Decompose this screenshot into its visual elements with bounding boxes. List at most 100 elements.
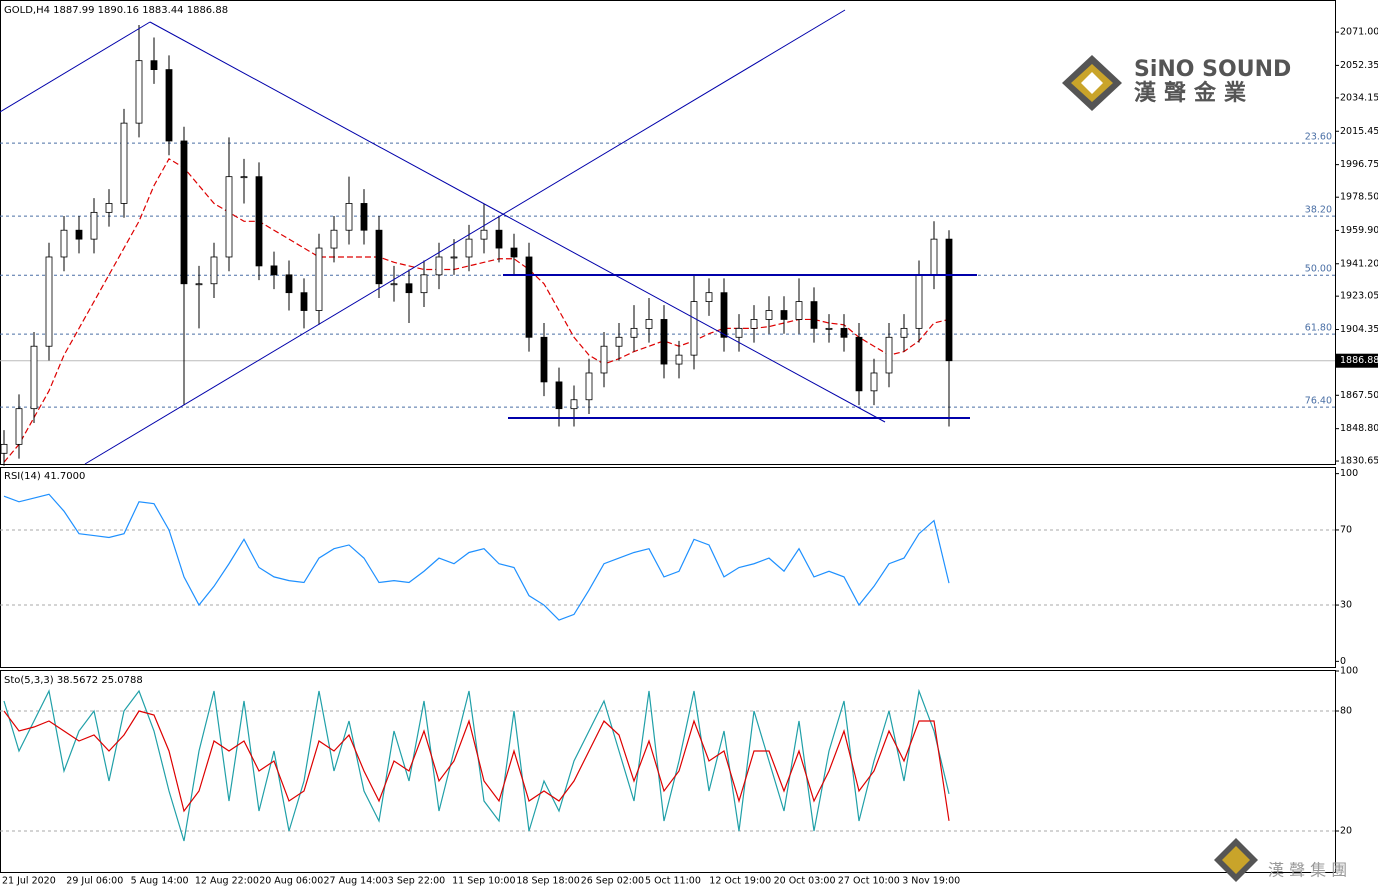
candle-body <box>150 60 158 70</box>
y-tick-label: 0 <box>1340 656 1346 667</box>
y-tick-label: 2015.45 <box>1340 126 1378 137</box>
candle-body <box>870 372 878 392</box>
x-tick-label: 5 Aug 14:00 <box>131 876 189 887</box>
candle-body <box>210 256 218 285</box>
trendline <box>149 21 886 423</box>
x-tick-label: 20 Oct 03:00 <box>774 876 836 887</box>
candle-body <box>450 256 458 259</box>
candle-body <box>525 256 533 338</box>
candle-body <box>240 176 248 179</box>
y-tick-label: 100 <box>1340 666 1358 677</box>
logo-name: SiNO SOUND <box>1134 57 1291 82</box>
fib-label: 50.00 <box>1305 264 1332 275</box>
y-tick-label: 1923.05 <box>1340 291 1378 302</box>
x-tick-label: 26 Sep 02:00 <box>581 876 644 887</box>
candle-body <box>750 319 758 329</box>
current-price-label: 1886.88 <box>1340 355 1378 366</box>
candle-body <box>780 310 788 320</box>
candle-body <box>885 336 893 374</box>
candle-body <box>615 336 623 347</box>
fib-label: 23.60 <box>1305 132 1332 143</box>
candle-body <box>45 256 53 347</box>
rsi-line <box>3 493 950 621</box>
trendline <box>0 21 151 113</box>
x-tick-label: 11 Sep 10:00 <box>452 876 515 887</box>
x-tick-label: 21 Jul 2020 <box>2 876 56 887</box>
x-tick-label: 27 Aug 14:00 <box>324 876 388 887</box>
candle-body <box>630 327 638 338</box>
y-tick-label: 1830.65 <box>1340 456 1378 467</box>
candle-body <box>345 203 353 231</box>
candle-body <box>180 140 188 285</box>
candle-body <box>705 292 713 302</box>
candle-body <box>720 292 728 338</box>
candle-body <box>510 247 518 258</box>
y-tick-label: 1996.75 <box>1340 159 1378 170</box>
price-panel <box>0 0 1336 465</box>
candle-body <box>405 283 413 294</box>
candle-body <box>945 238 953 362</box>
stoch-title: Sto(5,3,3) 38.5672 25.0788 <box>4 675 143 686</box>
rsi-title: RSI(14) 41.7000 <box>4 471 85 482</box>
candle-body <box>840 327 848 338</box>
rsi-panel <box>0 467 1336 668</box>
candle-body <box>390 283 398 286</box>
y-tick-label: 1867.50 <box>1340 390 1378 401</box>
candle-body <box>480 229 488 240</box>
chart-title: GOLD,H4 1887.99 1890.16 1883.44 1886.88 <box>4 5 228 16</box>
candle-body <box>675 354 683 365</box>
y-tick-label: 100 <box>1340 468 1358 479</box>
x-tick-label: 20 Aug 06:00 <box>259 876 323 887</box>
y-tick-label: 1959.90 <box>1340 225 1378 236</box>
y-tick-label: 70 <box>1340 524 1352 535</box>
candle-body <box>120 122 128 204</box>
y-tick-label: 30 <box>1340 600 1352 611</box>
candle-body <box>315 247 323 311</box>
candle-body <box>285 274 293 294</box>
x-tick-label: 12 Aug 22:00 <box>195 876 259 887</box>
candle-body <box>900 327 908 338</box>
y-tick-label: 1904.35 <box>1340 324 1378 335</box>
x-tick-label: 27 Oct 10:00 <box>838 876 900 887</box>
candle-body <box>225 176 233 258</box>
candle-body <box>465 238 473 258</box>
candle-body <box>810 301 818 329</box>
candle-body <box>930 238 938 276</box>
stoch-line <box>3 710 950 821</box>
candle-body <box>765 310 773 320</box>
moving-average <box>3 158 950 463</box>
candle-body <box>330 229 338 249</box>
candle-body <box>555 381 563 410</box>
trendline <box>84 9 846 465</box>
x-tick-label: 18 Sep 18:00 <box>516 876 579 887</box>
candle-body <box>855 336 863 392</box>
logo-chinese: 漢聲金業 <box>1134 80 1254 106</box>
x-tick-label: 29 Jul 06:00 <box>66 876 123 887</box>
y-tick-label: 1848.80 <box>1340 423 1378 434</box>
y-tick-label: 2071.00 <box>1340 27 1378 38</box>
candle-body <box>135 60 143 124</box>
y-tick-label: 80 <box>1340 706 1352 717</box>
candle-body <box>105 203 113 213</box>
y-tick-label: 2052.35 <box>1340 60 1378 71</box>
fib-label: 61.80 <box>1305 323 1332 334</box>
x-tick-label: 12 Oct 19:00 <box>709 876 771 887</box>
y-tick-label: 1978.50 <box>1340 192 1378 203</box>
candle-body <box>420 274 428 294</box>
stoch-panel <box>0 670 1336 873</box>
candle-body <box>570 399 578 410</box>
candle-body <box>255 176 263 267</box>
candle-body <box>585 372 593 401</box>
trendlines <box>0 9 977 465</box>
candle-body <box>735 327 743 338</box>
candle-body <box>495 229 503 249</box>
candle-body <box>690 301 698 356</box>
candle-body <box>795 301 803 320</box>
candle-body <box>300 292 308 311</box>
y-tick-label: 2034.15 <box>1340 92 1378 103</box>
candle-body <box>30 345 38 410</box>
candle-body <box>75 229 83 240</box>
logo-diamond <box>1081 72 1103 94</box>
x-tick-label: 5 Oct 11:00 <box>645 876 701 887</box>
